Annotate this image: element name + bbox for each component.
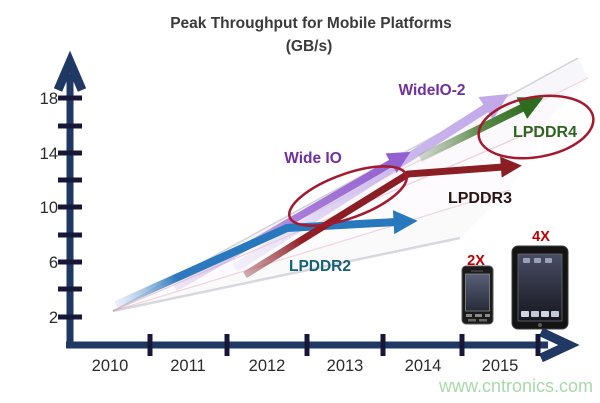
- wideio2-arrow: [232, 93, 509, 272]
- x-tick-label: 2010: [92, 357, 129, 375]
- x-tick-label: 2011: [170, 357, 205, 375]
- y-tick-label: 18: [40, 90, 58, 108]
- lpddr2-label: LPDDR2: [289, 258, 351, 275]
- y-axis: [53, 50, 87, 348]
- phone-multiplier-label: 2X: [467, 253, 485, 269]
- wideio-label: Wide IO: [284, 150, 342, 167]
- lpddr2-arrow: [114, 210, 418, 309]
- lpddr3-label: LPDDR3: [448, 190, 512, 207]
- lpddr4-arrow: [418, 97, 544, 162]
- x-tick-label: 2013: [327, 357, 364, 375]
- y-axis-ticks: [58, 95, 82, 320]
- lpddr3-annotation-ellipse: [288, 165, 408, 227]
- beam-streak: [112, 189, 511, 312]
- lpddr4-label: LPDDR4: [513, 124, 577, 141]
- smartphone-icon: [461, 265, 494, 325]
- x-tick-label: 2014: [405, 357, 442, 375]
- y-tick-label: 6: [49, 254, 58, 272]
- x-tick-label: 2015: [482, 357, 519, 375]
- chart-title: Peak Throughput for Mobile Platforms: [170, 15, 452, 32]
- x-axis-labels: 2010 2011 2012 2013 2014 2015: [92, 357, 519, 375]
- lpddr4-annotation-ellipse: [477, 94, 595, 160]
- y-axis-arrowhead-icon: [53, 50, 87, 92]
- x-axis-ticks: [147, 334, 541, 356]
- watermark-text: www.cntronics.com: [438, 376, 593, 396]
- tablet-multiplier-label: 4X: [532, 229, 550, 245]
- tablet-icon: [511, 245, 569, 330]
- beam-streak: [112, 236, 461, 313]
- wideio2-label: WideIO-2: [398, 82, 465, 99]
- x-axis-arrowhead-icon: [539, 327, 580, 363]
- chart-subtitle: (GB/s): [286, 38, 333, 55]
- x-tick-label: 2012: [249, 357, 286, 375]
- y-tick-label: 2: [49, 309, 58, 327]
- y-tick-label: 10: [40, 199, 58, 217]
- y-axis-labels: 18 14 10 6 2: [40, 90, 58, 327]
- x-axis: [66, 327, 580, 363]
- y-tick-label: 14: [40, 145, 58, 163]
- lpddr3-arrow: [243, 156, 522, 278]
